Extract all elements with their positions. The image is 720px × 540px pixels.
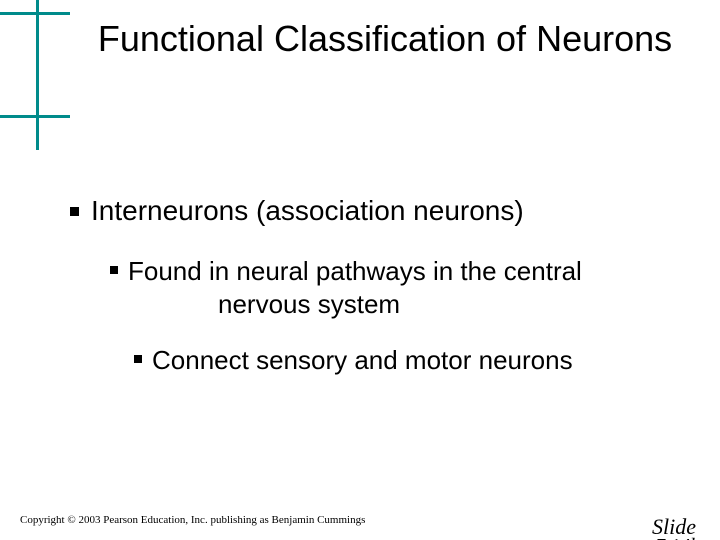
page-title: Functional Classification of Neurons <box>80 18 690 60</box>
accent-rule-top-1 <box>0 12 70 15</box>
bullet-level1: Interneurons (association neurons) <box>70 195 680 227</box>
slide-number: 7 14b <box>655 535 700 540</box>
bullet-level3-text: Connect sensory and motor neurons <box>152 344 573 377</box>
square-bullet-icon <box>70 207 79 216</box>
bullet-level1-text: Interneurons (association neurons) <box>91 195 524 227</box>
title-area: Functional Classification of Neurons <box>80 18 690 60</box>
bullet-level2: Found in neural pathways in the central … <box>110 255 680 320</box>
bullet-level2-line1: Found in neural pathways in the central <box>128 256 582 286</box>
bullet-level2-line2: nervous system <box>128 288 582 321</box>
content-area: Interneurons (association neurons) Found… <box>70 195 680 377</box>
accent-rule-left <box>36 0 39 150</box>
bullet-level2-text: Found in neural pathways in the central … <box>128 255 582 320</box>
square-bullet-icon <box>134 355 142 363</box>
accent-rule-top-2 <box>0 115 70 118</box>
copyright-footer: Copyright © 2003 Pearson Education, Inc.… <box>20 514 365 526</box>
square-bullet-icon <box>110 266 118 274</box>
bullet-level3: Connect sensory and motor neurons <box>134 344 680 377</box>
